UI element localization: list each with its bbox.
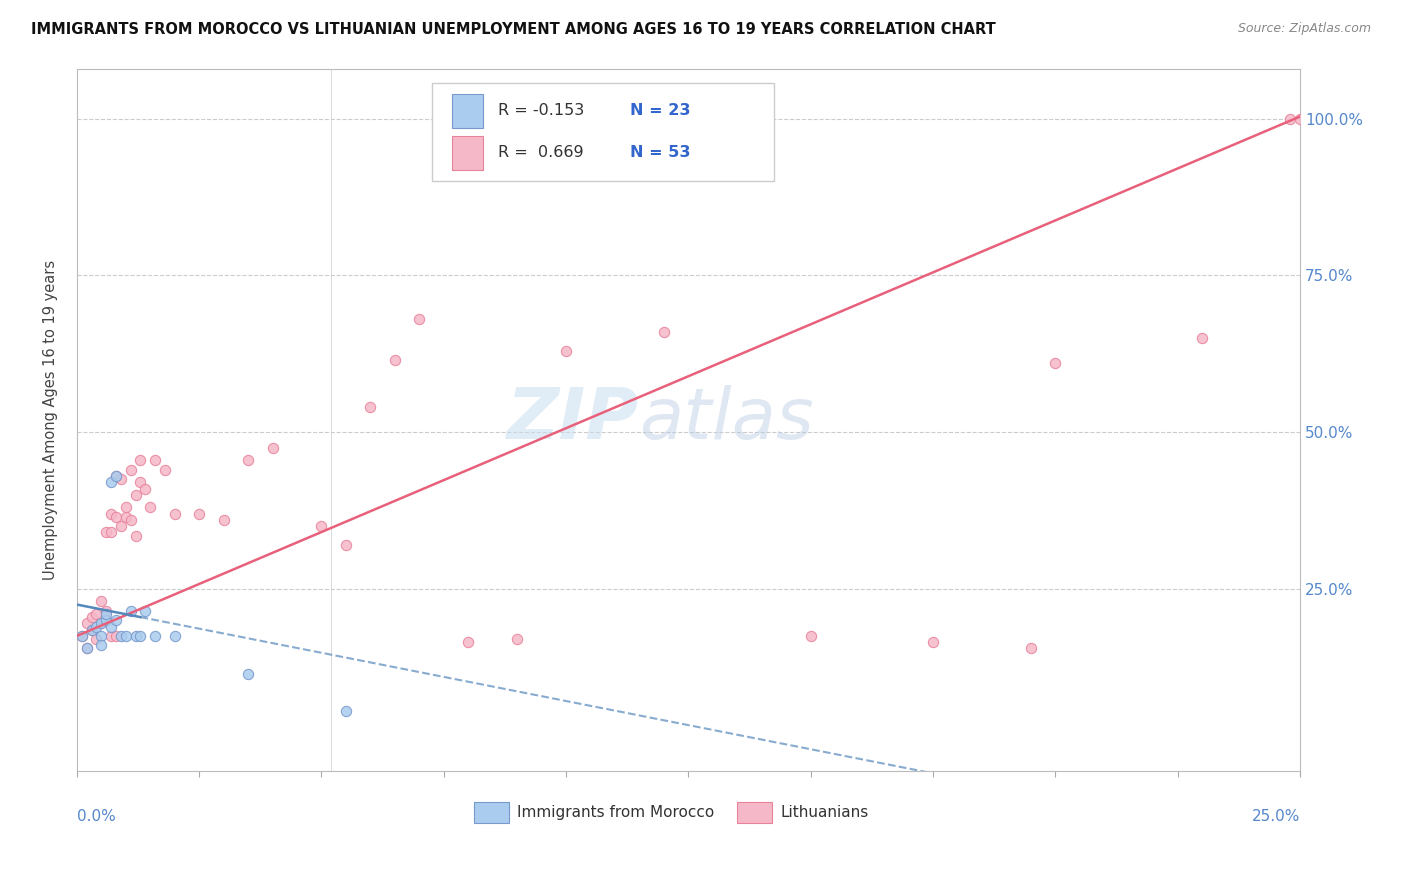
Point <box>105 629 128 643</box>
Point <box>86 632 108 646</box>
Point <box>105 509 128 524</box>
FancyBboxPatch shape <box>432 83 775 181</box>
Point <box>359 400 381 414</box>
FancyBboxPatch shape <box>453 136 482 169</box>
Point <box>120 463 142 477</box>
Point <box>262 441 284 455</box>
Point <box>124 528 146 542</box>
Point <box>80 623 103 637</box>
Point <box>100 507 122 521</box>
Point <box>922 635 945 649</box>
Point <box>143 453 166 467</box>
Text: IMMIGRANTS FROM MOROCCO VS LITHUANIAN UNEMPLOYMENT AMONG AGES 16 TO 19 YEARS COR: IMMIGRANTS FROM MOROCCO VS LITHUANIAN UN… <box>31 22 995 37</box>
Point <box>76 641 98 656</box>
Point <box>100 525 122 540</box>
Point <box>90 629 112 643</box>
Point <box>335 538 357 552</box>
Point <box>1045 356 1067 370</box>
Text: N = 23: N = 23 <box>630 103 690 118</box>
Y-axis label: Unemployment Among Ages 16 to 19 years: Unemployment Among Ages 16 to 19 years <box>44 260 58 580</box>
Point <box>80 623 103 637</box>
Point <box>100 619 122 633</box>
Point <box>1191 331 1213 345</box>
Point <box>236 453 259 467</box>
Text: R = -0.153: R = -0.153 <box>498 103 583 118</box>
Point <box>110 629 132 643</box>
Point <box>96 604 118 618</box>
Point <box>143 629 166 643</box>
Text: Source: ZipAtlas.com: Source: ZipAtlas.com <box>1237 22 1371 36</box>
Text: N = 53: N = 53 <box>630 145 690 161</box>
FancyBboxPatch shape <box>453 94 482 128</box>
Point <box>96 607 118 621</box>
Point <box>1019 641 1042 656</box>
Point <box>124 488 146 502</box>
Point <box>105 469 128 483</box>
Point <box>76 641 98 656</box>
Point <box>652 325 675 339</box>
Point <box>80 610 103 624</box>
Point <box>163 629 186 643</box>
Point <box>1289 112 1312 126</box>
Point <box>100 475 122 490</box>
Point <box>236 666 259 681</box>
Text: atlas: atlas <box>640 385 814 454</box>
Point <box>96 613 118 627</box>
Point <box>212 513 235 527</box>
Point <box>129 629 152 643</box>
FancyBboxPatch shape <box>737 802 772 823</box>
Point <box>70 629 93 643</box>
Point <box>120 604 142 618</box>
Point <box>105 469 128 483</box>
Point <box>70 629 93 643</box>
Point <box>134 482 156 496</box>
Text: Lithuanians: Lithuanians <box>780 805 869 821</box>
Point <box>311 519 333 533</box>
Point <box>188 507 211 521</box>
Point <box>76 616 98 631</box>
Point <box>457 635 479 649</box>
Point <box>90 616 112 631</box>
Text: ZIP: ZIP <box>508 385 640 454</box>
Point <box>1279 112 1302 126</box>
Point <box>124 629 146 643</box>
Point <box>114 509 136 524</box>
Text: 25.0%: 25.0% <box>1251 809 1301 824</box>
Point <box>86 607 108 621</box>
Point <box>139 500 162 515</box>
Point <box>105 613 128 627</box>
Point <box>90 594 112 608</box>
Point <box>110 472 132 486</box>
Point <box>408 312 430 326</box>
Point <box>129 453 152 467</box>
Point <box>110 519 132 533</box>
Point <box>555 343 578 358</box>
Point <box>120 513 142 527</box>
Point <box>114 500 136 515</box>
Point <box>506 632 529 646</box>
Point <box>153 463 176 477</box>
Text: R =  0.669: R = 0.669 <box>498 145 583 161</box>
Point <box>90 616 112 631</box>
Point <box>96 613 118 627</box>
Point <box>86 619 108 633</box>
Point <box>163 507 186 521</box>
Point <box>100 629 122 643</box>
Point <box>800 629 823 643</box>
Point <box>129 475 152 490</box>
Point <box>384 353 406 368</box>
Text: 0.0%: 0.0% <box>77 809 115 824</box>
Point <box>114 629 136 643</box>
Point <box>134 604 156 618</box>
FancyBboxPatch shape <box>474 802 509 823</box>
Point <box>96 525 118 540</box>
Point <box>335 704 357 718</box>
Point <box>90 638 112 652</box>
Text: Immigrants from Morocco: Immigrants from Morocco <box>517 805 714 821</box>
